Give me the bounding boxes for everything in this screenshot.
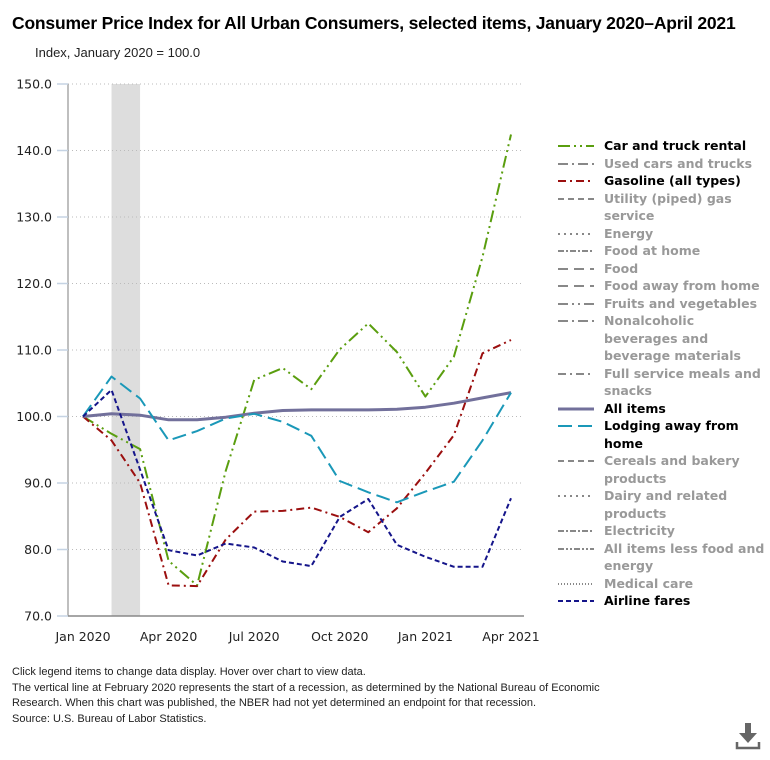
x-tick-label: Oct 2020 xyxy=(311,629,368,644)
x-tick-label: Apr 2020 xyxy=(140,629,197,644)
chart-notes: Click legend items to change data displa… xyxy=(12,665,632,727)
series-line-gasoline-all-types xyxy=(82,339,512,588)
legend-swatch-icon xyxy=(558,285,594,287)
note-recession: The vertical line at February 2020 repre… xyxy=(12,681,600,710)
legend-swatch-icon xyxy=(558,600,594,602)
download-icon xyxy=(735,723,761,750)
recession-shading-layer xyxy=(111,84,141,616)
series-line-airline-fares xyxy=(82,388,512,568)
legend-label: Full service meals and snacks xyxy=(604,365,761,399)
legend: Car and truck rental Used cars and trucks… xyxy=(556,137,766,610)
x-tick-label: Jan 2021 xyxy=(397,629,453,644)
legend-swatch-icon xyxy=(558,530,594,532)
x-tick-label: Jul 2020 xyxy=(228,629,280,644)
legend-swatch-icon xyxy=(558,372,594,375)
legend-swatch-icon xyxy=(558,425,594,427)
legend-item[interactable]: Cereals and bakery products xyxy=(556,452,766,487)
series-line-all-items xyxy=(82,391,512,422)
y-tick-label: 80.0 xyxy=(24,542,52,557)
legend-item[interactable]: Fruits and vegetables xyxy=(556,295,766,313)
legend-label: All items less food and energy xyxy=(604,540,765,574)
legend-swatch-icon xyxy=(558,302,594,305)
legend-label: Electricity xyxy=(604,523,675,538)
legend-swatch-icon xyxy=(558,495,594,497)
y-tick-label: 100.0 xyxy=(16,409,52,424)
legend-label: Food away from home xyxy=(604,278,760,293)
y-tick-label: 130.0 xyxy=(16,210,52,225)
series-line-car-and-truck-rental xyxy=(82,134,512,587)
legend-swatch-icon xyxy=(558,460,594,462)
y-tick-label: 140.0 xyxy=(16,143,52,158)
legend-item[interactable]: Lodging away from home xyxy=(556,417,766,452)
y-tick-label: 120.0 xyxy=(16,276,52,291)
download-button[interactable] xyxy=(735,722,761,750)
legend-item[interactable]: Used cars and trucks xyxy=(556,155,766,173)
legend-item[interactable]: Car and truck rental xyxy=(556,137,766,155)
legend-swatch-icon xyxy=(558,547,594,550)
legend-item[interactable]: Medical care xyxy=(556,575,766,593)
legend-item[interactable]: Energy xyxy=(556,225,766,243)
legend-label: Gasoline (all types) xyxy=(604,173,741,188)
legend-label: Lodging away from home xyxy=(604,418,739,451)
legend-item[interactable]: Nonalcoholic beverages and beverage mate… xyxy=(556,312,766,365)
chart-title: Consumer Price Index for All Urban Consu… xyxy=(12,13,736,33)
legend-label: Used cars and trucks xyxy=(604,155,753,171)
legend-swatch-icon xyxy=(558,250,594,252)
legend-swatch-icon xyxy=(558,197,594,200)
legend-label: Energy xyxy=(604,225,654,241)
legend-item[interactable]: Airline fares xyxy=(556,592,766,610)
legend-swatch-icon xyxy=(558,267,594,270)
y-ticks-layer: 70.0 80.0 90.0 100.0 110.0 120.0 130.0 140.0 150… xyxy=(16,77,68,624)
legend-item[interactable]: Electricity xyxy=(556,522,766,540)
legend-label: Medical care xyxy=(604,575,694,591)
legend-label: Car and truck rental xyxy=(604,138,747,153)
legend-swatch-icon xyxy=(558,320,594,322)
legend-item[interactable]: Full service meals and snacks xyxy=(556,365,766,400)
series-line-lodging-away-from-home xyxy=(82,375,512,504)
legend-item[interactable]: All items less food and energy xyxy=(556,540,766,575)
legend-item[interactable]: Food at home xyxy=(556,242,766,260)
x-ticks-layer: Jan 2020 Apr 2020 Jul 2020 Oct 2020 Jan 2021… xyxy=(54,629,539,644)
legend-swatch-icon xyxy=(558,162,594,165)
legend-label: Airline fares xyxy=(604,593,691,608)
legend-swatch-icon xyxy=(558,407,594,410)
legend-label: Food at home xyxy=(604,243,701,258)
legend-label: Food xyxy=(604,260,639,276)
series-layer xyxy=(82,134,512,588)
x-tick-label: Jan 2020 xyxy=(54,629,110,644)
legend-item[interactable]: Food xyxy=(556,260,766,278)
legend-label: Nonalcoholic beverages and beverage mate… xyxy=(604,313,741,363)
legend-item[interactable]: All items xyxy=(556,400,766,418)
legend-item[interactable]: Gasoline (all types) xyxy=(556,172,766,190)
y-tick-label: 70.0 xyxy=(24,609,52,624)
line-chart[interactable]: 70.0 80.0 90.0 100.0 110.0 120.0 130.0 140.0 150… xyxy=(0,0,770,660)
y-tick-label: 110.0 xyxy=(16,343,52,358)
legend-label: Cereals and bakery products xyxy=(604,453,740,486)
recession-shading xyxy=(111,84,141,616)
legend-item[interactable]: Utility (piped) gas service xyxy=(556,190,766,225)
legend-swatch-icon xyxy=(558,232,594,235)
note-source: Source: U.S. Bureau of Labor Statistics. xyxy=(12,712,207,725)
legend-label: Dairy and related products xyxy=(604,488,728,521)
x-tick-label: Apr 2021 xyxy=(482,629,539,644)
legend-swatch-icon xyxy=(558,145,594,147)
legend-label: All items xyxy=(604,400,666,416)
y-tick-label: 150.0 xyxy=(16,77,52,92)
legend-label: Utility (piped) gas service xyxy=(604,190,732,224)
legend-label: Fruits and vegetables xyxy=(604,295,758,311)
y-tick-label: 90.0 xyxy=(24,476,52,491)
legend-swatch-icon xyxy=(558,582,594,585)
legend-swatch-icon xyxy=(558,180,594,182)
note-instructions: Click legend items to change data displa… xyxy=(12,666,366,678)
y-axis-label: Index, January 2020 = 100.0 xyxy=(35,45,201,60)
legend-item[interactable]: Food away from home xyxy=(556,277,766,295)
legend-item[interactable]: Dairy and related products xyxy=(556,487,766,522)
